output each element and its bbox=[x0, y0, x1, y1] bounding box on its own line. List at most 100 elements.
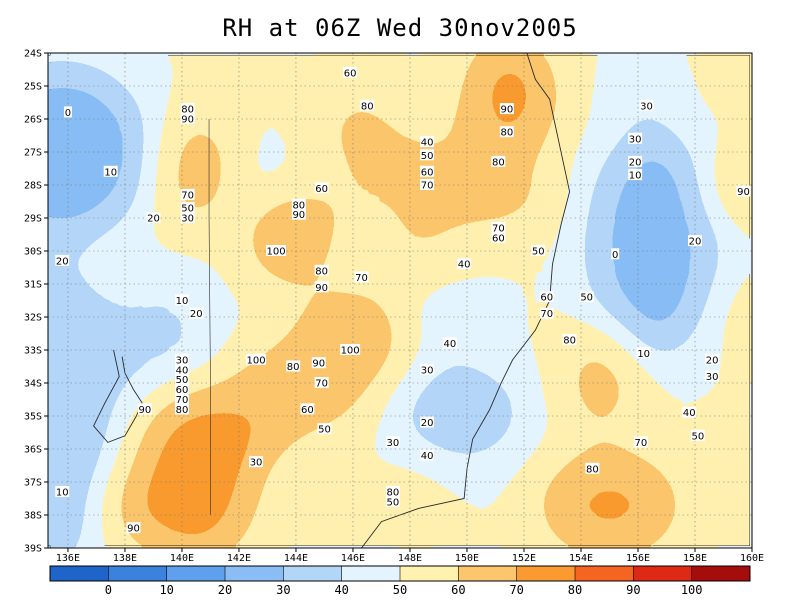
lat-tick-label: 28S bbox=[24, 181, 42, 192]
contour-label-box bbox=[491, 221, 506, 233]
contour-label: 50 bbox=[318, 425, 331, 436]
lat-tick-label: 32S bbox=[24, 313, 42, 324]
contour-label: 30 bbox=[250, 458, 263, 469]
contour-label-box bbox=[266, 245, 287, 256]
colorbar-swatch bbox=[458, 566, 518, 581]
contour-label: 20 bbox=[56, 256, 69, 267]
lat-tick-label: 24S bbox=[24, 49, 42, 60]
contour-label-box bbox=[682, 406, 697, 418]
contour-label-box bbox=[633, 436, 648, 448]
contour-label-box bbox=[420, 416, 435, 428]
lat-tick-label: 36S bbox=[24, 445, 42, 456]
contour-label-box bbox=[126, 522, 141, 534]
colorbar-label: 30 bbox=[276, 583, 290, 597]
contour-label: 50 bbox=[691, 431, 704, 442]
contour-label-box bbox=[314, 281, 329, 293]
contour-label-box bbox=[499, 103, 514, 115]
contour-label-box bbox=[246, 353, 267, 365]
contour-label: 20 bbox=[190, 309, 203, 320]
contour-label: 20 bbox=[706, 355, 719, 366]
colorbar-swatch bbox=[50, 566, 109, 581]
contour-label: 80 bbox=[176, 405, 189, 416]
contour-label: 40 bbox=[176, 365, 189, 376]
lat-lon-gridlines bbox=[48, 53, 752, 548]
contour-label-box bbox=[579, 291, 594, 303]
latitude-tick-labels: 24S 25S 26S 27S 28S 29S 30S 31S 32S 33S 34S 35S 36S 3… bbox=[24, 49, 48, 555]
contour-label-box bbox=[360, 99, 375, 111]
contour-label-box bbox=[174, 294, 189, 306]
contour-label: 70 bbox=[492, 223, 505, 234]
contour-label-box bbox=[420, 136, 435, 148]
contour-label-box bbox=[314, 182, 329, 194]
contour-label: 40 bbox=[458, 260, 471, 271]
contour-labels: 0102010809070503020102030405060708090903… bbox=[55, 66, 751, 535]
contour-label: 30 bbox=[706, 372, 719, 383]
contour-label-box bbox=[354, 271, 369, 283]
lat-tick-label: 39S bbox=[24, 544, 42, 555]
contour-label-box bbox=[491, 155, 506, 167]
contour-label: 50 bbox=[580, 293, 593, 304]
colorbar-label: 90 bbox=[626, 583, 640, 597]
contour-label: 80 bbox=[586, 464, 599, 475]
contour-label: 70 bbox=[176, 395, 189, 406]
contour-label: 90 bbox=[315, 283, 328, 294]
contour-label-box bbox=[180, 212, 195, 223]
contour-label: 30 bbox=[629, 134, 642, 145]
contour-label-box bbox=[63, 106, 72, 118]
contour-label: 50 bbox=[181, 204, 194, 215]
contour-label: 70 bbox=[540, 309, 553, 320]
contour-label-box bbox=[499, 126, 514, 138]
contour-label-box bbox=[420, 449, 435, 461]
lon-tick-label: 136E bbox=[56, 553, 80, 564]
colorbar-label: 20 bbox=[218, 583, 232, 597]
contour-label: 70 bbox=[355, 273, 368, 284]
east-coast-line bbox=[361, 53, 571, 548]
contour-label-box bbox=[55, 485, 70, 497]
colorbar-label: 100 bbox=[681, 583, 703, 597]
contour-label-box bbox=[385, 485, 400, 497]
colorbar-label: 50 bbox=[393, 583, 407, 597]
colorbar-label: 60 bbox=[451, 583, 465, 597]
colorbar-label: 40 bbox=[334, 583, 348, 597]
contour-label: 60 bbox=[344, 68, 357, 79]
colorbar-swatch bbox=[516, 566, 576, 581]
contour-label: 90 bbox=[292, 210, 305, 221]
contour-label-box bbox=[189, 307, 204, 319]
contour-label: 60 bbox=[540, 293, 553, 304]
lat-tick-label: 26S bbox=[24, 115, 42, 126]
contour-label: 80 bbox=[563, 336, 576, 347]
contour-label-box bbox=[55, 254, 70, 266]
contour-label-box bbox=[705, 370, 720, 382]
lon-tick-label: 138E bbox=[113, 553, 137, 564]
contour-label: 10 bbox=[56, 487, 69, 498]
contour-label: 60 bbox=[176, 385, 189, 396]
contour-label-box bbox=[628, 132, 643, 144]
colorbar-swatch bbox=[633, 566, 693, 581]
contour-label-box bbox=[317, 423, 332, 435]
lat-tick-label: 27S bbox=[24, 148, 42, 159]
contour-label-box bbox=[180, 103, 195, 115]
contour-label: 40 bbox=[421, 451, 434, 462]
contour-label: 80 bbox=[387, 487, 400, 498]
contour-label: 90 bbox=[312, 359, 325, 370]
contour-label: 20 bbox=[421, 418, 434, 429]
contour-label: 20 bbox=[689, 237, 702, 248]
contour-label: 70 bbox=[181, 190, 194, 201]
contour-label: 60 bbox=[492, 233, 505, 244]
contour-label-box bbox=[249, 456, 264, 468]
colorbar-swatch bbox=[400, 566, 459, 581]
contour-label: 80 bbox=[181, 105, 194, 116]
contour-label: 40 bbox=[683, 408, 696, 419]
lon-tick-label: 148E bbox=[398, 553, 422, 564]
contour-label-box bbox=[585, 462, 600, 474]
contour-label: 80 bbox=[287, 362, 300, 373]
contour-label: 50 bbox=[387, 497, 400, 508]
contour-label: 30 bbox=[640, 101, 653, 112]
plot-frame bbox=[47, 52, 753, 549]
contour-label-box bbox=[687, 235, 702, 247]
colorbar-swatch bbox=[691, 566, 751, 581]
contour-label-box bbox=[420, 363, 435, 375]
contour-label: 70 bbox=[634, 438, 647, 449]
lat-tick-label: 30S bbox=[24, 247, 42, 258]
